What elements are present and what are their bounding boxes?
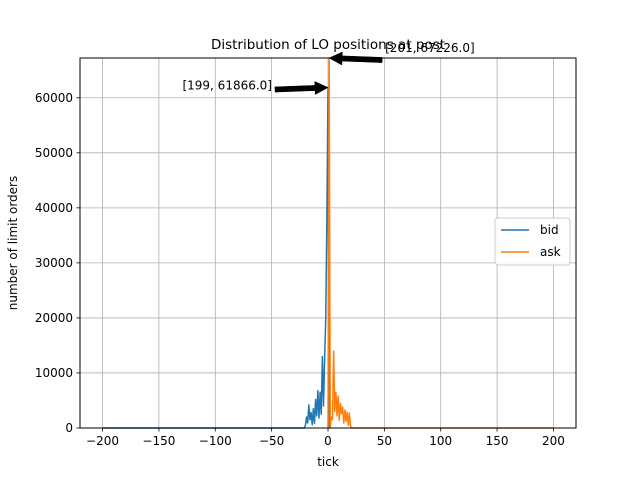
annotation-arrow [274,81,329,95]
legend-label-ask: ask [540,245,561,259]
x-axis-label: tick [317,455,339,469]
y-tick-label: 10000 [35,366,73,380]
x-tick-label: 100 [429,434,452,448]
ticks: −200 −150 −100 −50 0 50 100 150 200 0 10000 20000 30… [35,91,565,448]
x-tick-label: −200 [86,434,119,448]
y-tick-label: 20000 [35,311,73,325]
annotation-arrow [328,51,383,66]
x-tick-label: −100 [199,434,232,448]
y-tick-label: 60000 [35,91,73,105]
y-tick-label: 0 [65,421,73,435]
y-tick-label: 50000 [35,146,73,160]
y-tick-label: 40000 [35,201,73,215]
x-tick-label: 200 [542,434,565,448]
chart-title: Distribution of LO positions at post [211,37,445,53]
x-tick-label: 50 [377,434,392,448]
series-line-bid [102,86,330,429]
y-tick-label: 30000 [35,256,73,270]
legend: bid ask [494,217,571,266]
series-line-ask [327,57,554,429]
x-tick-label: −150 [142,434,175,448]
x-tick-label: −50 [259,434,284,448]
legend-label-bid: bid [540,223,559,237]
series-layer [102,57,554,429]
y-axis-label: number of limit orders [6,176,20,311]
x-tick-label: 150 [486,434,509,448]
annotations: [199, 61866.0] [201, 67226.0] [182,41,475,95]
x-tick-label: 0 [324,434,332,448]
annotation-label: [201, 67226.0] [385,41,475,55]
annotation-label: [199, 61866.0] [182,79,272,93]
